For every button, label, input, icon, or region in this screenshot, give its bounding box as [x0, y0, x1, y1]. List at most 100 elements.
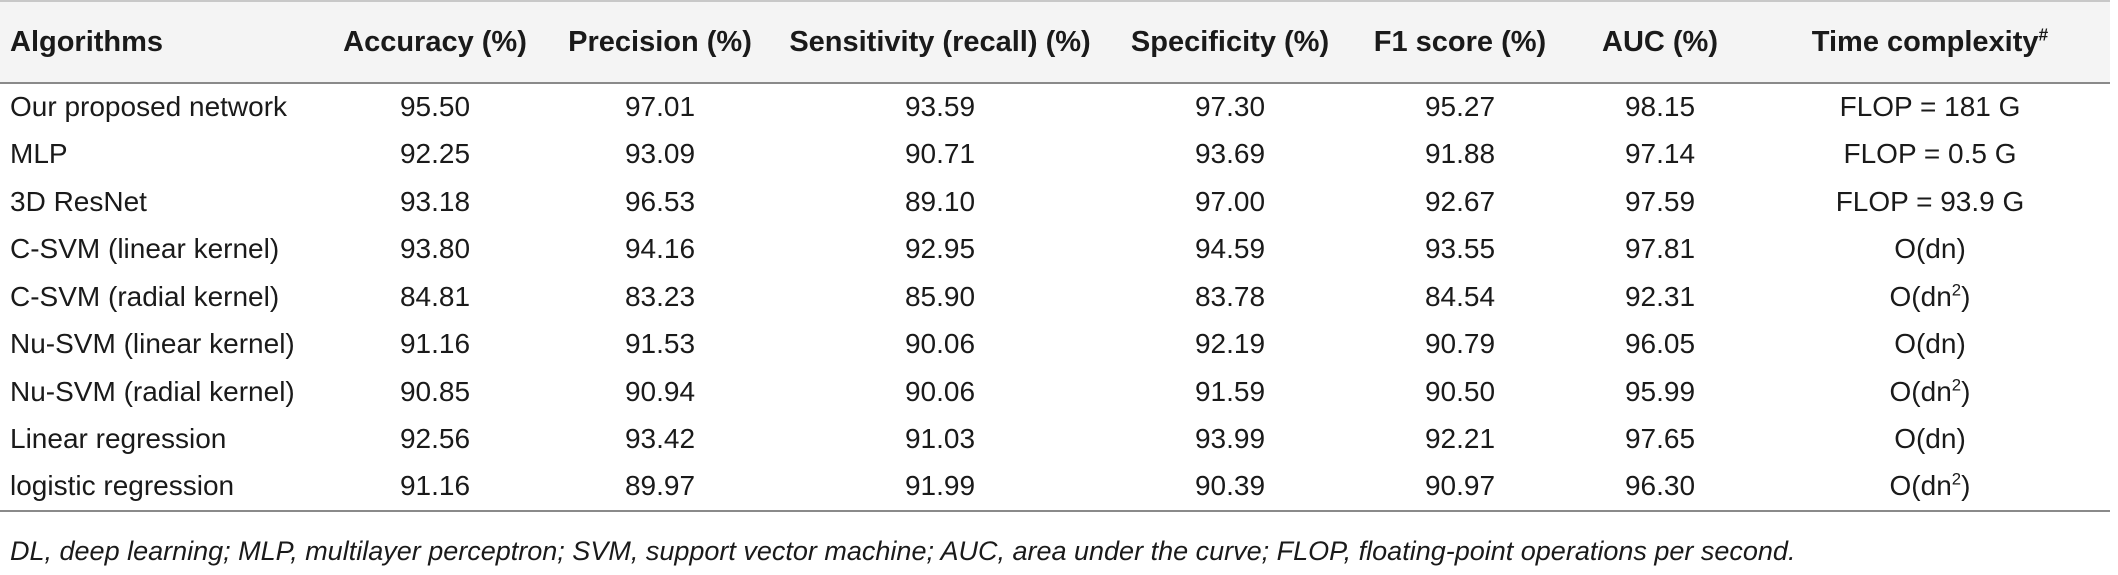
header-precision: Precision (%)	[550, 1, 770, 84]
cell-auc: 96.30	[1570, 463, 1750, 512]
table-row: logistic regression 91.16 89.97 91.99 90.39 9…	[0, 463, 2110, 512]
cell-f1-score: 90.79	[1424, 328, 1496, 360]
cell-specificity: 90.39	[1110, 463, 1350, 512]
cell-time-complexity: O(dn2)	[1750, 368, 2110, 416]
table-footnote: DL, deep learning; MLP, multilayer perce…	[10, 536, 1796, 566]
cell-time-complexity: O(dn)	[1750, 321, 2110, 369]
cell-time-complexity: O(dn2)	[1750, 273, 2110, 321]
header-auc: AUC (%)	[1570, 1, 1750, 84]
cell-specificity: 91.59	[1194, 375, 1266, 407]
cell-time-complexity: O(dn)	[1750, 416, 2110, 464]
time-complexity-text: FLOP = 181 G	[1839, 91, 2021, 123]
table-row: Nu-SVM (radial kernel) 90.85 90.94 90.06 91.…	[0, 368, 2110, 416]
cell-algorithm: Our proposed network	[10, 91, 288, 123]
results-table-wrapper: Algorithms Accuracy (%) Precision (%) Se…	[0, 1, 2110, 512]
cell-precision: 91.53	[624, 328, 696, 360]
cell-algorithm: 3D ResNet	[10, 185, 147, 217]
table-row: Nu-SVM (linear kernel) 91.16 91.53 90.06 92.…	[0, 321, 2110, 369]
cell-accuracy: 84.81	[399, 280, 471, 312]
cell-specificity: 97.00	[1194, 185, 1266, 217]
header-algorithms: Algorithms	[0, 1, 320, 84]
cell-precision: 96.53	[624, 185, 696, 217]
time-complexity-text: O(dn)	[1894, 423, 1966, 455]
cell-specificity: 93.69	[1194, 138, 1266, 170]
cell-specificity: 94.59	[1194, 233, 1266, 265]
cell-f1-score: 90.50	[1424, 375, 1496, 407]
cell-precision: 93.09	[624, 138, 696, 170]
cell-algorithm: logistic regression	[0, 463, 320, 512]
cell-specificity: 92.19	[1194, 328, 1266, 360]
cell-f1-score: 95.27	[1424, 91, 1496, 123]
cell-time-complexity: FLOP = 181 G	[1750, 83, 2110, 131]
cell-sensitivity: 92.95	[904, 233, 976, 265]
table-row: MLP 92.25 93.09 90.71 93.69 91.88 97.14 FLOP = …	[0, 131, 2110, 179]
time-complexity-text: O(dn	[1889, 470, 1952, 502]
time-complexity-text: O(dn)	[1894, 233, 1966, 265]
cell-specificity: 83.78	[1194, 280, 1266, 312]
cell-sensitivity: 91.99	[770, 463, 1110, 512]
cell-algorithm: C-SVM (radial kernel)	[10, 280, 280, 312]
cell-accuracy: 92.56	[399, 423, 471, 455]
cell-auc: 97.59	[1624, 185, 1696, 217]
cell-auc: 92.31	[1624, 280, 1696, 312]
results-table: Algorithms Accuracy (%) Precision (%) Se…	[0, 1, 2110, 512]
cell-auc: 96.05	[1624, 328, 1696, 360]
cell-algorithm: Nu-SVM (linear kernel)	[10, 328, 295, 360]
cell-sensitivity: 91.03	[904, 423, 976, 455]
time-complexity-text: FLOP = 93.9 G	[1835, 185, 2025, 217]
table-row: C-SVM (radial kernel) 84.81 83.23 85.90 83.7…	[0, 273, 2110, 321]
cell-f1-score: 92.21	[1424, 423, 1496, 455]
table-body: Our proposed network 95.50 97.01 93.59 97.30…	[0, 83, 2110, 512]
header-sensitivity: Sensitivity (recall) (%)	[770, 1, 1110, 84]
time-complexity-text: O(dn	[1889, 280, 1952, 312]
cell-accuracy: 91.16	[320, 463, 550, 512]
cell-specificity: 97.30	[1194, 91, 1266, 123]
cell-precision: 83.23	[624, 280, 696, 312]
cell-precision: 90.94	[624, 375, 696, 407]
cell-auc: 97.81	[1624, 233, 1696, 265]
cell-algorithm: Linear regression	[10, 423, 227, 455]
time-complexity-exponent: 2	[1951, 375, 1962, 395]
header-accuracy: Accuracy (%)	[320, 1, 550, 84]
table-header: Algorithms Accuracy (%) Precision (%) Se…	[0, 1, 2110, 84]
time-complexity-tail: )	[1961, 280, 1971, 312]
cell-f1-score: 91.88	[1424, 138, 1496, 170]
cell-time-complexity: O(dn2)	[1750, 463, 2110, 512]
cell-accuracy: 93.80	[399, 233, 471, 265]
cell-time-complexity: FLOP = 93.9 G	[1750, 178, 2110, 226]
time-complexity-text: O(dn	[1889, 375, 1952, 407]
cell-specificity: 93.99	[1194, 423, 1266, 455]
cell-auc: 97.14	[1624, 138, 1696, 170]
cell-precision: 94.16	[624, 233, 696, 265]
cell-sensitivity: 93.59	[904, 91, 976, 123]
table-row: 3D ResNet 93.18 96.53 89.10 97.00 92.67 97.59 F…	[0, 178, 2110, 226]
cell-precision: 93.42	[624, 423, 696, 455]
header-time-complexity: Time complexity#	[1750, 1, 2110, 84]
cell-algorithm: MLP	[10, 138, 68, 170]
cell-f1-score: 93.55	[1424, 233, 1496, 265]
cell-sensitivity: 90.06	[904, 328, 976, 360]
cell-precision: 97.01	[624, 91, 696, 123]
cell-f1-score: 90.97	[1350, 463, 1570, 512]
cell-auc: 97.65	[1624, 423, 1696, 455]
cell-sensitivity: 89.10	[904, 185, 976, 217]
cell-accuracy: 95.50	[399, 91, 471, 123]
table-row: Linear regression 92.56 93.42 91.03 93.99 92.…	[0, 416, 2110, 464]
time-complexity-exponent: 2	[1951, 469, 1962, 489]
cell-precision: 89.97	[550, 463, 770, 512]
cell-time-complexity: FLOP = 0.5 G	[1750, 131, 2110, 179]
cell-sensitivity: 90.71	[904, 138, 976, 170]
cell-time-complexity: O(dn)	[1750, 226, 2110, 274]
header-footnote-marker: #	[2038, 23, 2049, 44]
cell-algorithm: C-SVM (linear kernel)	[10, 233, 280, 265]
table-row: Our proposed network 95.50 97.01 93.59 97.30…	[0, 83, 2110, 131]
header-specificity: Specificity (%)	[1110, 1, 1350, 84]
time-complexity-tail: )	[1961, 375, 1971, 407]
cell-sensitivity: 85.90	[904, 280, 976, 312]
time-complexity-text: FLOP = 0.5 G	[1843, 138, 2017, 170]
time-complexity-exponent: 2	[1951, 280, 1962, 300]
cell-f1-score: 92.67	[1424, 185, 1496, 217]
cell-accuracy: 93.18	[399, 185, 471, 217]
cell-accuracy: 91.16	[399, 328, 471, 360]
cell-accuracy: 90.85	[399, 375, 471, 407]
